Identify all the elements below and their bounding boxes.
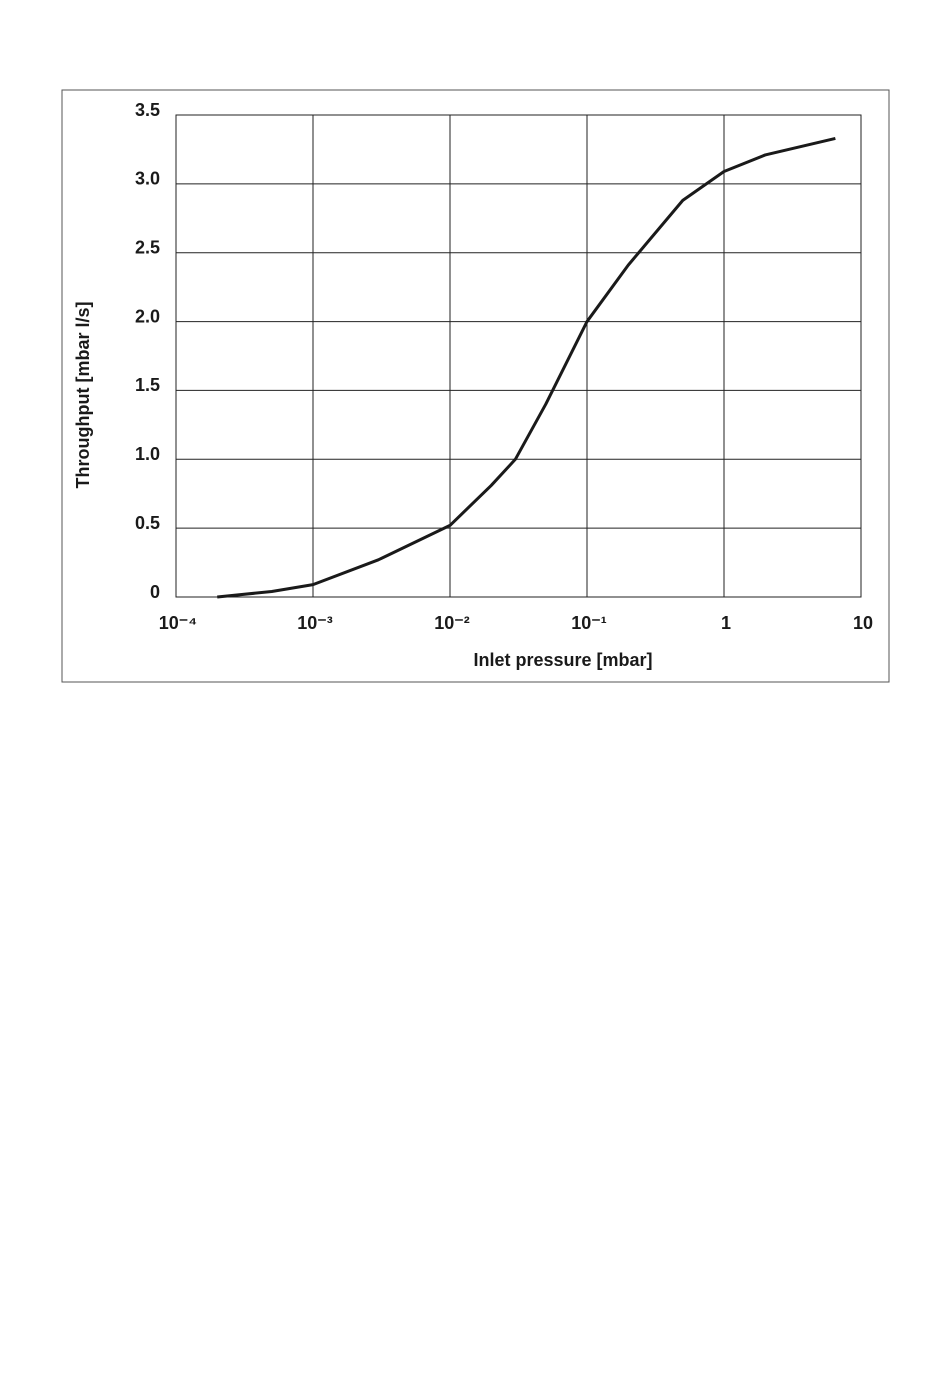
y-tick-label: 3.5 (135, 100, 160, 120)
y-tick-label: 2.5 (135, 237, 160, 257)
y-axis-label: Throughput [mbar l/s] (73, 302, 93, 489)
y-tick-label: 0.5 (135, 513, 160, 533)
x-tick-label: 10⁻² (434, 613, 470, 633)
plot-frame (175, 114, 862, 598)
x-tick-label: 10 (853, 613, 873, 633)
chart-frame (61, 89, 890, 683)
y-tick-label: 3.0 (135, 169, 160, 189)
x-tick-label: 1 (721, 613, 731, 633)
y-tick-label: 2.0 (135, 306, 160, 326)
x-tick-label: 10⁻⁴ (159, 613, 197, 633)
x-tick-label: 10⁻³ (297, 613, 333, 633)
data-line (217, 136, 836, 599)
x-axis-label: Inlet pressure [mbar] (473, 650, 652, 670)
y-tick-label: 1.0 (135, 444, 160, 464)
x-tick-label: 10⁻¹ (571, 613, 607, 633)
y-tick-label: 0 (150, 582, 160, 602)
y-tick-label: 1.5 (135, 375, 160, 395)
